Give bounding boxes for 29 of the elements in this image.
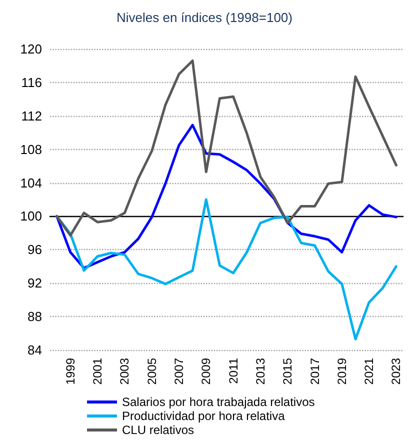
y-tick-label: 104 [20,175,42,190]
y-tick-label: 84 [28,342,42,358]
x-tick-label: 2011 [226,358,240,384]
y-tick-label: 88 [28,309,42,324]
line-series [56,198,398,340]
x-tick-label: 2019 [334,358,349,385]
legend-label: CLU relativos [122,423,194,437]
x-tick-label: 2003 [118,358,132,385]
legend-label: Productividad por hora relativa [122,409,286,423]
legend-label: Salarios por hora trabajada relativos [122,395,315,409]
x-tick-label: 2001 [90,358,105,385]
x-tick-label: 2009 [199,358,214,385]
x-tick-label: 2023 [389,358,404,385]
y-tick-label: 108 [20,142,42,157]
x-tick-label: 2007 [172,358,186,385]
x-tick-label: 2021 [362,358,376,385]
x-tick-label: 2013 [253,358,268,385]
x-tick-label: 2005 [144,358,159,385]
line-series [56,59,398,237]
x-tick-label: 1999 [63,358,78,385]
y-tick-label: 112 [21,108,42,124]
y-tick-label: 120 [20,42,42,56]
y-tick-label: 100 [20,208,42,224]
y-tick-label: 116 [21,74,42,90]
y-tick-label: 96 [28,242,42,258]
y-tick-label: 92 [28,276,42,291]
x-tick-label: 2015 [280,358,295,385]
chart-title: Niveles en índices (1998=100) [116,10,292,25]
x-tick-label: 2017 [308,358,322,385]
